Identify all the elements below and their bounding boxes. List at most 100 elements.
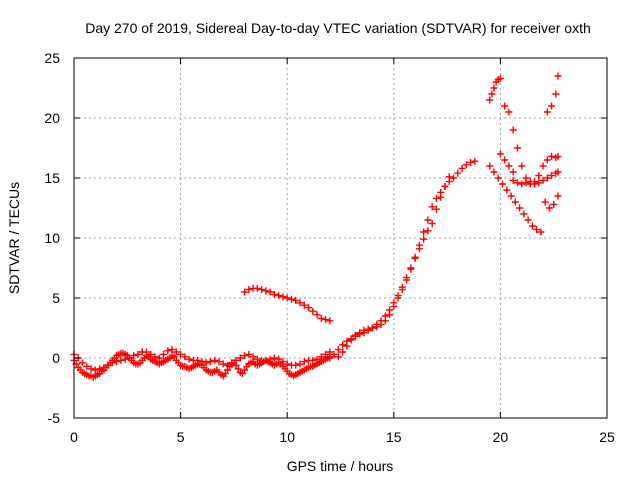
data-point <box>160 350 168 358</box>
data-point <box>437 193 445 201</box>
data-point <box>322 316 330 324</box>
data-point <box>490 84 498 92</box>
data-point <box>300 301 308 309</box>
data-point <box>339 341 347 349</box>
data-point <box>543 156 551 164</box>
data-point <box>181 353 189 361</box>
data-point <box>548 102 556 110</box>
data-point <box>121 355 129 363</box>
series-6 <box>486 72 562 236</box>
data-point <box>292 361 300 369</box>
data-point <box>356 329 364 337</box>
data-point <box>432 205 440 213</box>
data-point <box>522 179 530 187</box>
data-point <box>221 370 229 378</box>
data-point <box>234 365 242 373</box>
y-tick-label: 0 <box>52 350 60 366</box>
data-point <box>518 162 526 170</box>
data-point <box>424 216 432 224</box>
data-point <box>441 182 449 190</box>
data-point <box>91 366 99 374</box>
data-point <box>275 292 283 300</box>
data-point <box>496 74 504 82</box>
data-point <box>554 168 562 176</box>
data-point <box>142 348 150 356</box>
data-point <box>351 331 359 339</box>
data-point <box>305 304 313 312</box>
data-point <box>164 347 172 355</box>
data-point <box>79 359 87 367</box>
data-point <box>292 296 300 304</box>
data-point <box>270 354 278 362</box>
data-point <box>202 359 210 367</box>
data-point <box>541 198 549 206</box>
data-point <box>258 286 266 294</box>
data-point <box>428 220 436 228</box>
data-point <box>194 356 202 364</box>
data-point <box>511 198 519 206</box>
x-tick-label: 25 <box>599 429 615 445</box>
x-tick-label: 20 <box>493 429 509 445</box>
data-point <box>411 254 419 262</box>
series-1 <box>70 349 334 381</box>
data-point <box>113 358 121 366</box>
y-axis-label: SDTVAR / TECUs <box>6 182 22 294</box>
y-tick-label: -5 <box>48 410 61 426</box>
data-point <box>528 222 536 230</box>
data-point <box>253 284 261 292</box>
data-point <box>445 173 453 181</box>
data-point <box>535 179 543 187</box>
data-point <box>526 178 534 186</box>
data-point <box>266 355 274 363</box>
data-point <box>279 293 287 301</box>
data-point <box>343 342 351 350</box>
data-point <box>548 172 556 180</box>
data-point <box>524 216 532 224</box>
data-point <box>407 265 415 273</box>
data-point <box>134 350 142 358</box>
x-tick-label: 0 <box>70 429 78 445</box>
data-point <box>520 210 528 218</box>
data-point <box>533 226 541 234</box>
data-point <box>432 194 440 202</box>
data-point <box>415 245 423 253</box>
data-point <box>543 174 551 182</box>
data-point <box>368 324 376 332</box>
data-point <box>283 360 291 368</box>
data-point <box>326 348 334 356</box>
data-point <box>313 311 321 319</box>
data-point <box>322 350 330 358</box>
data-point <box>296 299 304 307</box>
data-point <box>177 350 185 358</box>
x-tick-label: 10 <box>279 429 295 445</box>
x-tick-label: 15 <box>386 429 402 445</box>
data-point <box>364 325 372 333</box>
data-point <box>377 320 385 328</box>
data-point <box>420 235 428 243</box>
data-point <box>215 358 223 366</box>
data-point <box>96 365 104 373</box>
data-point <box>518 180 526 188</box>
data-point <box>386 311 394 319</box>
y-tick-label: 15 <box>44 170 60 186</box>
chart-title: Day 270 of 2019, Sidereal Day-to-day VTE… <box>85 20 591 36</box>
data-point <box>287 295 295 303</box>
data-point <box>535 172 543 180</box>
data-point <box>545 204 553 212</box>
data-point <box>238 370 246 378</box>
data-point <box>172 348 180 356</box>
data-point <box>490 168 498 176</box>
data-point <box>241 366 249 374</box>
data-point <box>168 346 176 354</box>
data-point <box>262 287 270 295</box>
data-point <box>224 361 232 369</box>
data-point <box>486 162 494 170</box>
data-point <box>309 356 317 364</box>
data-layer <box>70 72 562 381</box>
data-point <box>83 362 91 370</box>
tick-layer: 0 5 10 15 20 25 -5 0 5 10 15 20 25 <box>44 50 615 445</box>
data-point <box>236 354 244 362</box>
data-point <box>241 352 249 360</box>
data-point <box>87 365 95 373</box>
data-point <box>219 360 227 368</box>
